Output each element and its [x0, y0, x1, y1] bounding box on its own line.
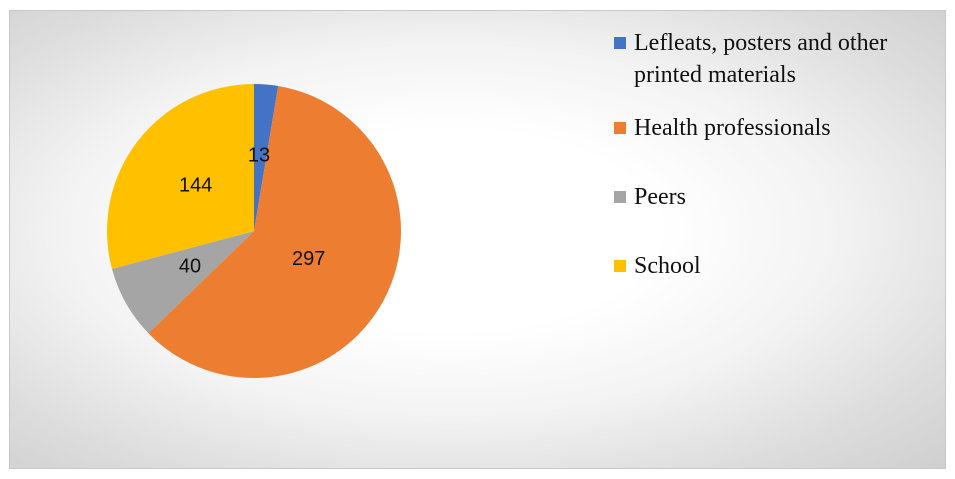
pie-slice-peers[interactable] — [111, 231, 254, 334]
chart-area: 13 297 40 144 Lefleats, posters and other p… — [9, 10, 946, 469]
legend-label: Health professionals — [634, 115, 831, 141]
legend-item-peers[interactable]: Peers — [614, 181, 934, 213]
data-label-peers: 40 — [179, 255, 201, 277]
pie-slice-school[interactable] — [106, 84, 254, 269]
legend-label: Lefleats, posters and other printed mate… — [634, 30, 888, 88]
data-label-school: 144 — [179, 175, 212, 197]
pie-slices — [106, 84, 401, 379]
data-label-health-professionals: 297 — [292, 248, 325, 270]
legend: Lefleats, posters and other printed mate… — [614, 27, 934, 319]
data-label-leaflets: 13 — [248, 144, 270, 166]
legend-label: Peers — [634, 184, 686, 210]
legend-swatch-peers — [614, 191, 626, 203]
pie-chart: 13 297 40 144 — [106, 84, 401, 379]
legend-item-health-professionals[interactable]: Health professionals — [614, 112, 934, 144]
legend-label: School — [634, 253, 701, 279]
legend-swatch-leaflets — [614, 37, 626, 49]
pie-slice-health-professionals[interactable] — [148, 86, 401, 379]
legend-swatch-health-professionals — [614, 122, 626, 134]
legend-swatch-school — [614, 260, 626, 272]
legend-item-school[interactable]: School — [614, 250, 934, 282]
pie-slice-leaflets[interactable] — [254, 84, 279, 231]
data-labels: 13 297 40 144 — [179, 144, 325, 277]
legend-item-leaflets[interactable]: Lefleats, posters and other printed mate… — [614, 27, 934, 91]
